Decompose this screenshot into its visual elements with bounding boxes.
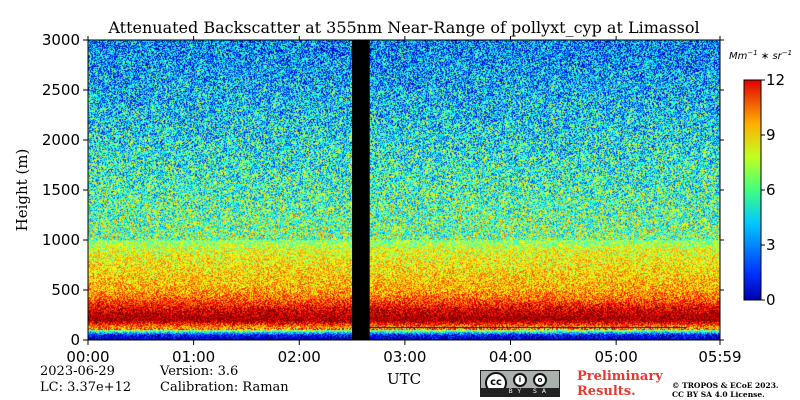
x-tick-label: 04:00 (489, 348, 532, 366)
y-axis-label: Height (m) (13, 149, 31, 232)
x-tick-label: 05:59 (698, 348, 741, 366)
preliminary-line-2: Results. (577, 384, 636, 399)
y-tick-label: 2000 (42, 131, 80, 149)
x-tick-label: 03:00 (383, 348, 426, 366)
x-tick-label: 01:00 (172, 348, 215, 366)
version-label: Version: 3.6 (160, 364, 239, 379)
x-tick-label: 00:00 (66, 348, 109, 366)
copyright-note: © TROPOS & ECoE 2023. CC BY SA 4.0 Licen… (672, 381, 779, 399)
colorbar-tick-label: 6 (766, 181, 776, 199)
y-tick-label: 1500 (42, 181, 80, 199)
x-tick-label: 05:00 (595, 348, 638, 366)
date-label: 2023-06-29 (40, 364, 115, 379)
chart-title: Attenuated Backscatter at 355nm Near-Ran… (107, 18, 699, 37)
y-tick-label: 3000 (42, 31, 80, 49)
y-tick-label: 0 (70, 331, 80, 349)
copyright-line-1: © TROPOS & ECoE 2023. (672, 381, 779, 390)
y-tick-label: 1000 (42, 231, 80, 249)
colorbar-tick-label: 0 (766, 291, 776, 309)
preliminary-line-1: Preliminary (577, 369, 663, 384)
x-axis-label: UTC (387, 370, 421, 388)
calibration-label: Calibration: Raman (160, 380, 289, 395)
data-gap (352, 40, 370, 340)
colorbar-tick-label: 12 (766, 71, 785, 89)
cc-by-sa-badge: cc i o BY SA (480, 370, 560, 397)
colorbar-tick-label: 3 (766, 236, 776, 254)
x-tick-label: 02:00 (278, 348, 321, 366)
y-tick-label: 500 (51, 281, 80, 299)
colorbar-tick-label: 9 (766, 126, 776, 144)
colorbar-unit-label: Mm−1 ∗ sr−1 (729, 49, 792, 62)
y-tick-label: 2500 (42, 81, 80, 99)
colorbar (743, 79, 762, 301)
copyright-line-2: CC BY SA 4.0 License. (672, 390, 765, 399)
preliminary-note: Preliminary Results. (577, 369, 663, 399)
share-alike-icon: o (533, 373, 547, 387)
heatmap-image (88, 40, 720, 340)
lc-label: LC: 3.37e+12 (40, 380, 132, 395)
attribution-icon: i (513, 373, 527, 387)
license-text: BY SA (481, 388, 559, 396)
